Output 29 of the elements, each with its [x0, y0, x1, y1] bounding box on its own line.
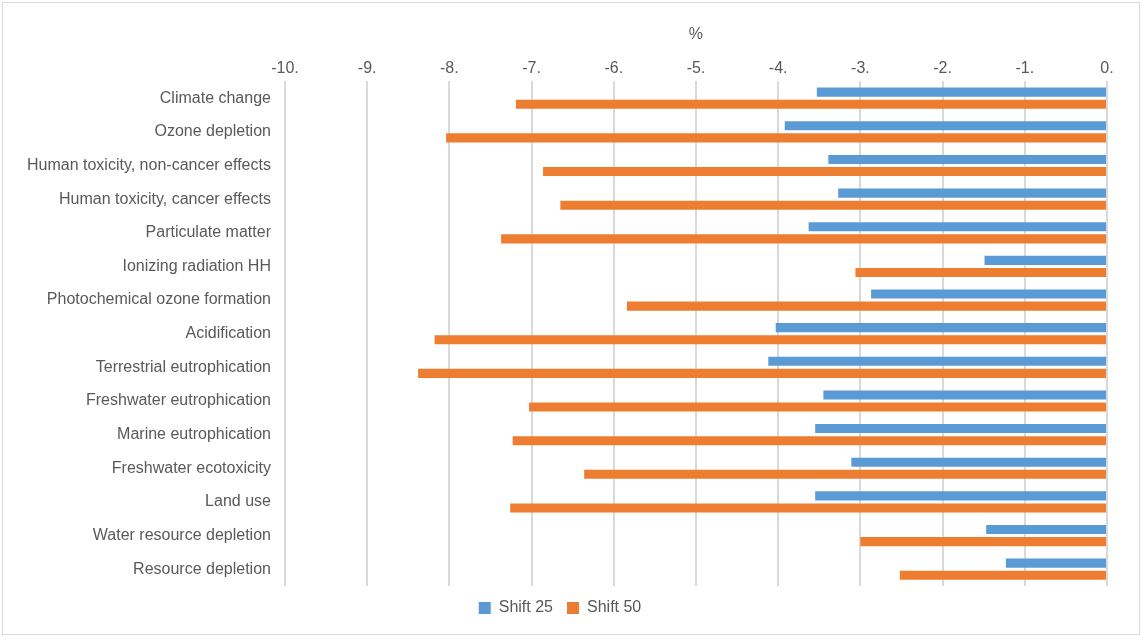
y-tick-label: Climate change [159, 88, 272, 106]
y-tick-label: Marine eutrophication [117, 425, 271, 443]
x-tick-label: -8. [440, 59, 459, 77]
x-tick-label: -2. [933, 59, 952, 77]
y-tick-label: Particulate matter [145, 223, 272, 241]
x-tick-label: -1. [1015, 59, 1035, 77]
x-tick-label: 0. [1100, 59, 1114, 77]
y-tick-label: Land use [205, 492, 272, 510]
legend-label: Shift 25 [498, 598, 554, 616]
x-tick-label: -10. [271, 59, 299, 77]
y-tick-label: Ozone depletion [154, 122, 271, 140]
y-tick-label: Resource depletion [133, 559, 271, 577]
y-tick-label: Water resource depletion [92, 525, 271, 543]
legend-label: Shift 50 [587, 598, 642, 616]
y-tick-label: Freshwater eutrophication [85, 391, 271, 409]
y-tick-label: Terrestrial eutrophication [95, 357, 271, 375]
x-tick-label: -5. [686, 59, 706, 77]
y-tick-label: Freshwater ecotoxicity [111, 458, 271, 476]
x-tick-label: -9. [357, 59, 377, 77]
y-tick-label: Acidification [185, 324, 271, 342]
y-tick-label: Human toxicity, non-cancer effects [26, 155, 271, 173]
x-tick-label: -4. [768, 59, 788, 77]
x-axis-title: % [688, 25, 704, 43]
y-tick-label: Human toxicity, cancer effects [59, 189, 271, 207]
y-tick-label: Photochemical ozone formation [46, 290, 271, 308]
x-tick-label: -3. [851, 59, 870, 77]
y-tick-label: Ionizing radiation HH [122, 256, 271, 274]
x-tick-label: -7. [522, 59, 541, 77]
x-tick-label: -6. [604, 59, 624, 77]
